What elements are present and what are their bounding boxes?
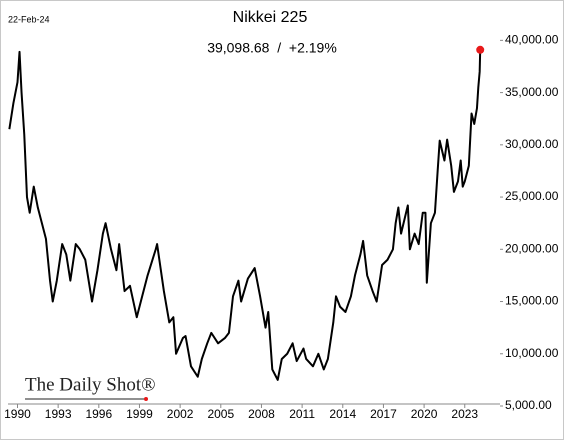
source-logo: The Daily Shot® [25,374,156,395]
line-series [8,49,482,381]
x-tick-label: 1999 [126,407,153,421]
x-tick-label: 2002 [167,407,194,421]
x-tick-label: 2023 [451,407,478,421]
x-tick-label: 2005 [207,407,234,421]
x-tick-label: 2020 [411,407,438,421]
y-tick-label: 15,000.00 [505,294,559,308]
x-tick-label: 2008 [248,407,275,421]
x-tick-label: 1990 [4,407,31,421]
y-tick-label: 35,000.00 [505,85,559,99]
logo-dot [144,397,148,401]
y-tick-label: 5,000.00 [505,398,552,412]
y-tick-label: 25,000.00 [505,189,559,203]
x-tick-label: 2011 [289,407,315,421]
x-tick-label: 2017 [370,407,397,421]
annotation: 39,098.68 / +2.19% [207,40,337,56]
y-tick-label: 40,000.00 [505,33,559,47]
y-tick-label: 10,000.00 [505,346,559,360]
date-label: 22-Feb-24 [8,14,50,24]
plot-area: 5,000.00 10,000.00 15,000.00 20,000.00 25,00… [4,33,559,422]
x-tick-label: 2014 [329,407,356,421]
x-tick-label: 1993 [45,407,72,421]
y-tick-label: 20,000.00 [505,241,559,255]
end-marker [476,45,485,54]
chart-title: Nikkei 225 [233,9,308,26]
y-tick-label: 30,000.00 [505,137,559,151]
x-tick-label: 1996 [85,407,112,421]
